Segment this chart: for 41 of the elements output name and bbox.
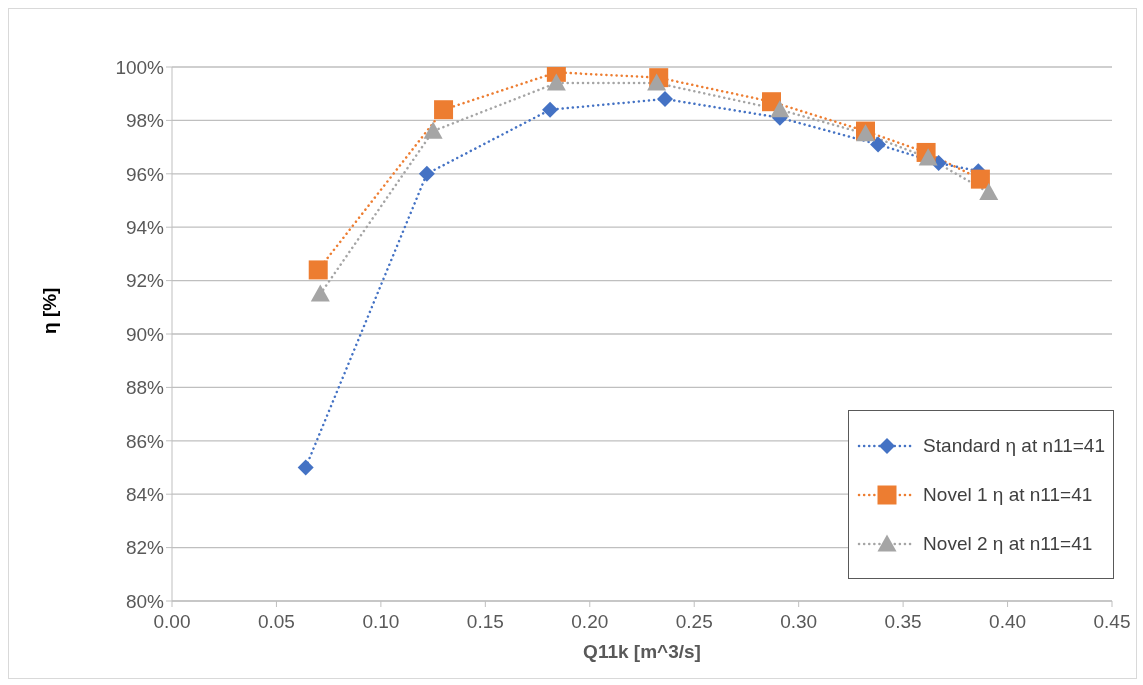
x-axis-title: Q11k [m^3/s] <box>583 641 701 662</box>
point <box>979 182 999 201</box>
point <box>970 169 990 189</box>
legend-label: Standard η at n11=41 <box>923 434 1105 457</box>
point <box>308 260 328 280</box>
point <box>310 284 330 302</box>
x-tick-label: 0.20 <box>571 611 609 633</box>
y-tick-label: 94% <box>125 216 165 238</box>
y-axis-title: η [%] <box>38 287 60 334</box>
point <box>434 100 454 120</box>
y-tick-label: 86% <box>125 430 165 452</box>
y-tick-label: 90% <box>125 323 165 345</box>
x-tick-label: 0.35 <box>884 611 922 633</box>
y-tick-label: 98% <box>125 110 165 132</box>
legend-label: Novel 2 η at n11=41 <box>923 532 1093 555</box>
y-tick-label: 84% <box>125 483 165 505</box>
point <box>870 136 887 153</box>
point <box>542 101 559 118</box>
x-tick-label: 0.00 <box>153 611 191 633</box>
point <box>647 73 667 91</box>
point <box>418 165 435 182</box>
y-tick-label: 92% <box>125 270 165 292</box>
x-tick-label: 0.25 <box>675 611 713 633</box>
y-tick-label: 88% <box>125 377 165 399</box>
point <box>656 91 673 108</box>
x-tick-label: 0.30 <box>780 611 818 633</box>
x-tick-label: 0.40 <box>989 611 1027 633</box>
x-tick-label: 0.05 <box>257 611 295 633</box>
x-tick-label: 0.10 <box>362 611 400 633</box>
point <box>918 148 938 166</box>
point <box>423 121 443 139</box>
y-tick-label: 82% <box>125 537 165 559</box>
legend-label: Novel 1 η at n11=41 <box>923 483 1093 506</box>
point <box>546 73 566 91</box>
x-tick-label: 0.45 <box>1093 611 1131 633</box>
point <box>770 100 790 118</box>
point <box>297 459 314 476</box>
y-tick-label: 96% <box>125 163 165 185</box>
x-tick-label: 0.15 <box>466 611 504 633</box>
y-tick-label: 100% <box>115 56 165 78</box>
y-tick-label: 80% <box>125 590 165 612</box>
